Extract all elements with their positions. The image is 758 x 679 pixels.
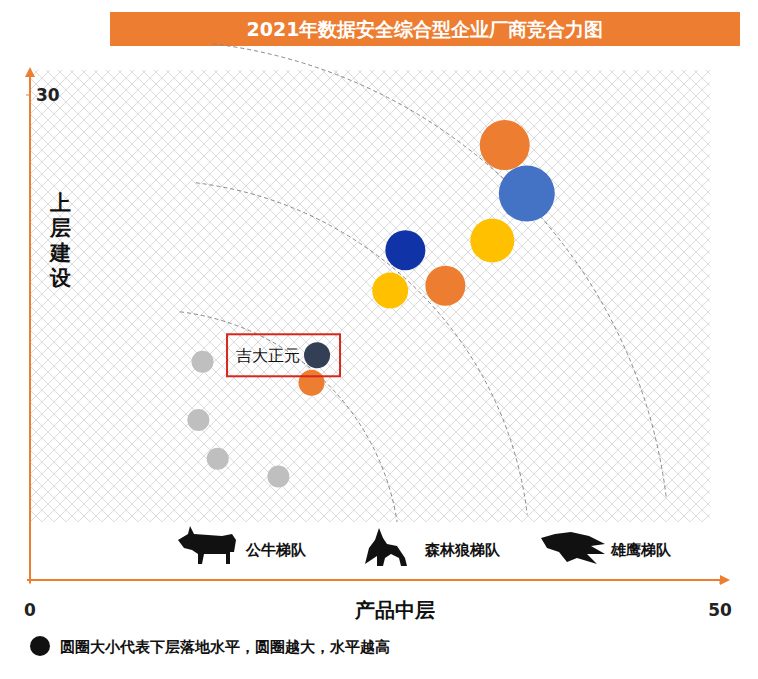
y-axis-arrow: [25, 67, 35, 77]
tier-arc: [213, 44, 667, 498]
tier-label: 雄鹰梯队: [610, 541, 672, 559]
bubble: [299, 370, 325, 396]
x-tick: [720, 580, 721, 584]
bubbles: [187, 120, 554, 487]
bubble: [304, 342, 330, 368]
y-axis-title: 上层建设: [48, 191, 72, 290]
bubble: [187, 409, 209, 431]
bubble: [480, 120, 530, 170]
x-tick: [30, 580, 31, 584]
tier-arc: [180, 312, 398, 530]
labels: 吉大正元: [227, 334, 340, 376]
size-note: 圆圈大小代表下层落地水平，圆圈越大，水平越高: [60, 638, 390, 656]
plot-background: [30, 70, 710, 522]
y-axis-title-char: 上: [49, 191, 71, 215]
chart: 2021年数据安全综合型企业厂商竞合力图公牛梯队 森林狼梯队 雄鹰梯队 0 50 30 产品…: [0, 0, 758, 679]
bubble: [499, 166, 555, 222]
bubble: [267, 466, 289, 488]
tier-icon-shape: [178, 526, 236, 564]
tier-arc: [196, 183, 527, 515]
bubble: [207, 448, 229, 470]
highlight-box: [227, 334, 340, 376]
bubble: [372, 273, 408, 309]
tier-label: 森林狼梯队: [424, 541, 501, 559]
tier-icon-shape: [365, 528, 407, 566]
tier-icon-shape: [541, 532, 605, 564]
tier-icon: [178, 526, 236, 564]
x-axis: [27, 579, 722, 581]
tier-label: 公牛梯队: [245, 541, 307, 559]
title-bar: [110, 12, 740, 46]
x-axis-title: 产品中层: [354, 598, 435, 622]
note-dot: [30, 636, 50, 656]
bubble: [192, 351, 214, 373]
tier-icon: [365, 528, 407, 566]
y-tick: [26, 95, 30, 96]
bubble-label: 吉大正元: [236, 346, 300, 365]
y-axis: [29, 75, 31, 583]
y-tick-label: 30: [36, 85, 60, 105]
x-tick-label: 50: [708, 600, 732, 620]
y-axis-title-char: 层: [49, 216, 71, 240]
bubble: [425, 266, 465, 306]
x-axis-arrow: [720, 575, 730, 585]
y-axis-title-char: 建: [48, 241, 71, 265]
tier-strip: [30, 522, 710, 574]
x-tick-label: 0: [24, 600, 36, 620]
bubble: [385, 230, 425, 270]
title: 2021年数据安全综合型企业厂商竞合力图: [247, 18, 604, 40]
y-axis-title-char: 设: [49, 266, 72, 290]
bubble: [470, 219, 514, 263]
tier-icon: [541, 532, 605, 564]
